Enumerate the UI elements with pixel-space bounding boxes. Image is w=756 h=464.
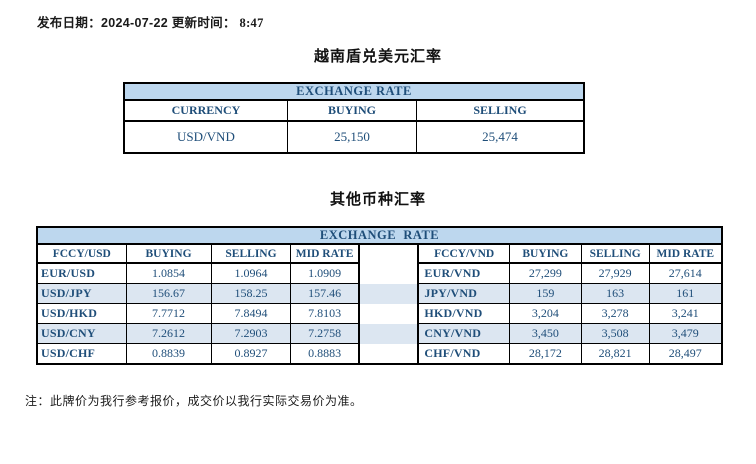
other-currencies-section-title: 其他币种汇率 [329,191,426,208]
mid-rate-cell: 3,479 [648,323,723,344]
exchange-rate-banner: EXCHANGE RATE [123,82,585,101]
mid-rate-cell: 157.46 [290,283,360,304]
other-currencies-rate-table: EXCHANGE RATE FCCY/USD BUYING SELLING MI… [35,226,723,365]
mid-rate-cell: 161 [648,283,723,304]
publish-date-value: 2024-07-22 [101,16,168,30]
buying-rate-cell: 7.2612 [125,323,212,344]
usd-vnd-rate-table: EXCHANGE RATE CURRENCY BUYING SELLING US… [122,82,586,154]
spacer-cell [359,324,419,344]
buying-rate-cell: 25,150 [286,120,418,154]
mid-rate-cell: 28,497 [648,343,723,365]
selling-rate-cell: 7.2903 [210,323,292,344]
mid-rate-column-header: MID RATE [648,243,723,264]
selling-rate-cell: 7.8494 [210,303,292,324]
selling-column-header: SELLING [210,243,292,264]
exchange-rate-banner: EXCHANGE RATE [36,226,723,245]
selling-column-header: SELLING [416,99,586,122]
buying-column-header: BUYING [286,99,418,122]
selling-rate-cell: 28,821 [580,343,650,365]
column-header-row: CURRENCY BUYING SELLING [122,99,586,122]
selling-rate-cell: 3,278 [580,303,650,324]
buying-rate-cell: 0.8839 [125,343,212,365]
fccy-usd-column-header: FCCY/USD [35,243,127,264]
mid-rate-cell: 27,614 [648,262,723,284]
mid-rate-cell: 3,241 [648,303,723,324]
spacer-cell [359,244,419,263]
currency-pair-cell: USD/HKD [35,303,127,324]
update-time-label: 更新时间： [171,16,236,30]
buying-column-header: BUYING [508,243,582,264]
currency-pair-cell: USD/CHF [35,343,127,365]
mid-rate-cell: 7.2758 [290,323,360,344]
selling-rate-cell: 0.8927 [210,343,292,365]
buying-rate-cell: 27,299 [508,262,582,284]
table-row: USD/CHF 0.8839 0.8927 0.8883 CHF/VND 28,… [35,343,723,365]
selling-rate-cell: 25,474 [416,120,586,154]
spacer-cell [358,343,419,365]
table-row: USD/CNY 7.2612 7.2903 7.2758 CNY/VND 3,4… [35,323,723,344]
table-row: USD/HKD 7.7712 7.8494 7.8103 HKD/VND 3,2… [35,303,723,324]
table-header-row: EXCHANGE RATE [123,82,585,101]
mid-rate-cell: 1.0909 [290,262,360,284]
currency-pair-cell: CNY/VND [417,323,510,344]
buying-rate-cell: 3,204 [508,303,582,324]
spacer-cell [359,284,419,304]
mid-rate-column-header: MID RATE [290,243,360,264]
selling-rate-cell: 1.0964 [210,262,292,284]
selling-rate-cell: 3,508 [580,323,650,344]
buying-rate-cell: 28,172 [508,343,582,365]
selling-column-header: SELLING [580,243,650,264]
currency-pair-cell: EUR/USD [35,262,127,284]
spacer-cell [359,263,419,284]
table-row: USD/VND 25,150 25,474 [122,120,586,154]
table-row: EUR/USD 1.0854 1.0964 1.0909 EUR/VND 27,… [35,262,723,284]
currency-pair-cell: USD/JPY [35,283,127,304]
table-row: USD/JPY 156.67 158.25 157.46 JPY/VND 159… [35,283,723,304]
currency-pair-cell: USD/VND [122,120,288,154]
buying-rate-cell: 156.67 [125,283,212,304]
publish-date-label: 发布日期： [37,16,102,30]
currency-pair-cell: USD/CNY [35,323,127,344]
currency-column-header: CURRENCY [122,99,288,122]
selling-rate-cell: 163 [580,283,650,304]
column-header-row: FCCY/USD BUYING SELLING MID RATE FCCY/VN… [35,243,723,264]
buying-rate-cell: 7.7712 [125,303,212,324]
publish-info-line: 发布日期：2024-07-22 更新时间： 8:47 [37,12,264,31]
fccy-vnd-column-header: FCCY/VND [417,243,510,264]
table-header-row: EXCHANGE RATE [36,226,723,245]
spacer-cell [359,304,419,324]
mid-rate-cell: 7.8103 [290,303,360,324]
buying-rate-cell: 159 [508,283,582,304]
buying-rate-cell: 1.0854 [125,262,212,284]
update-time-value: 8:47 [239,16,264,30]
usd-vnd-section-title: 越南盾兑美元汇率 [313,48,442,65]
buying-column-header: BUYING [125,243,212,264]
buying-rate-cell: 3,450 [508,323,582,344]
disclaimer-note: 注：此牌价为我行参考报价，成交价以我行实际交易价为准。 [25,394,363,408]
currency-pair-cell: JPY/VND [417,283,510,304]
currency-pair-cell: EUR/VND [417,262,510,284]
currency-pair-cell: CHF/VND [417,343,510,365]
selling-rate-cell: 27,929 [580,262,650,284]
currency-pair-cell: HKD/VND [417,303,510,324]
mid-rate-cell: 0.8883 [290,343,360,365]
selling-rate-cell: 158.25 [210,283,292,304]
